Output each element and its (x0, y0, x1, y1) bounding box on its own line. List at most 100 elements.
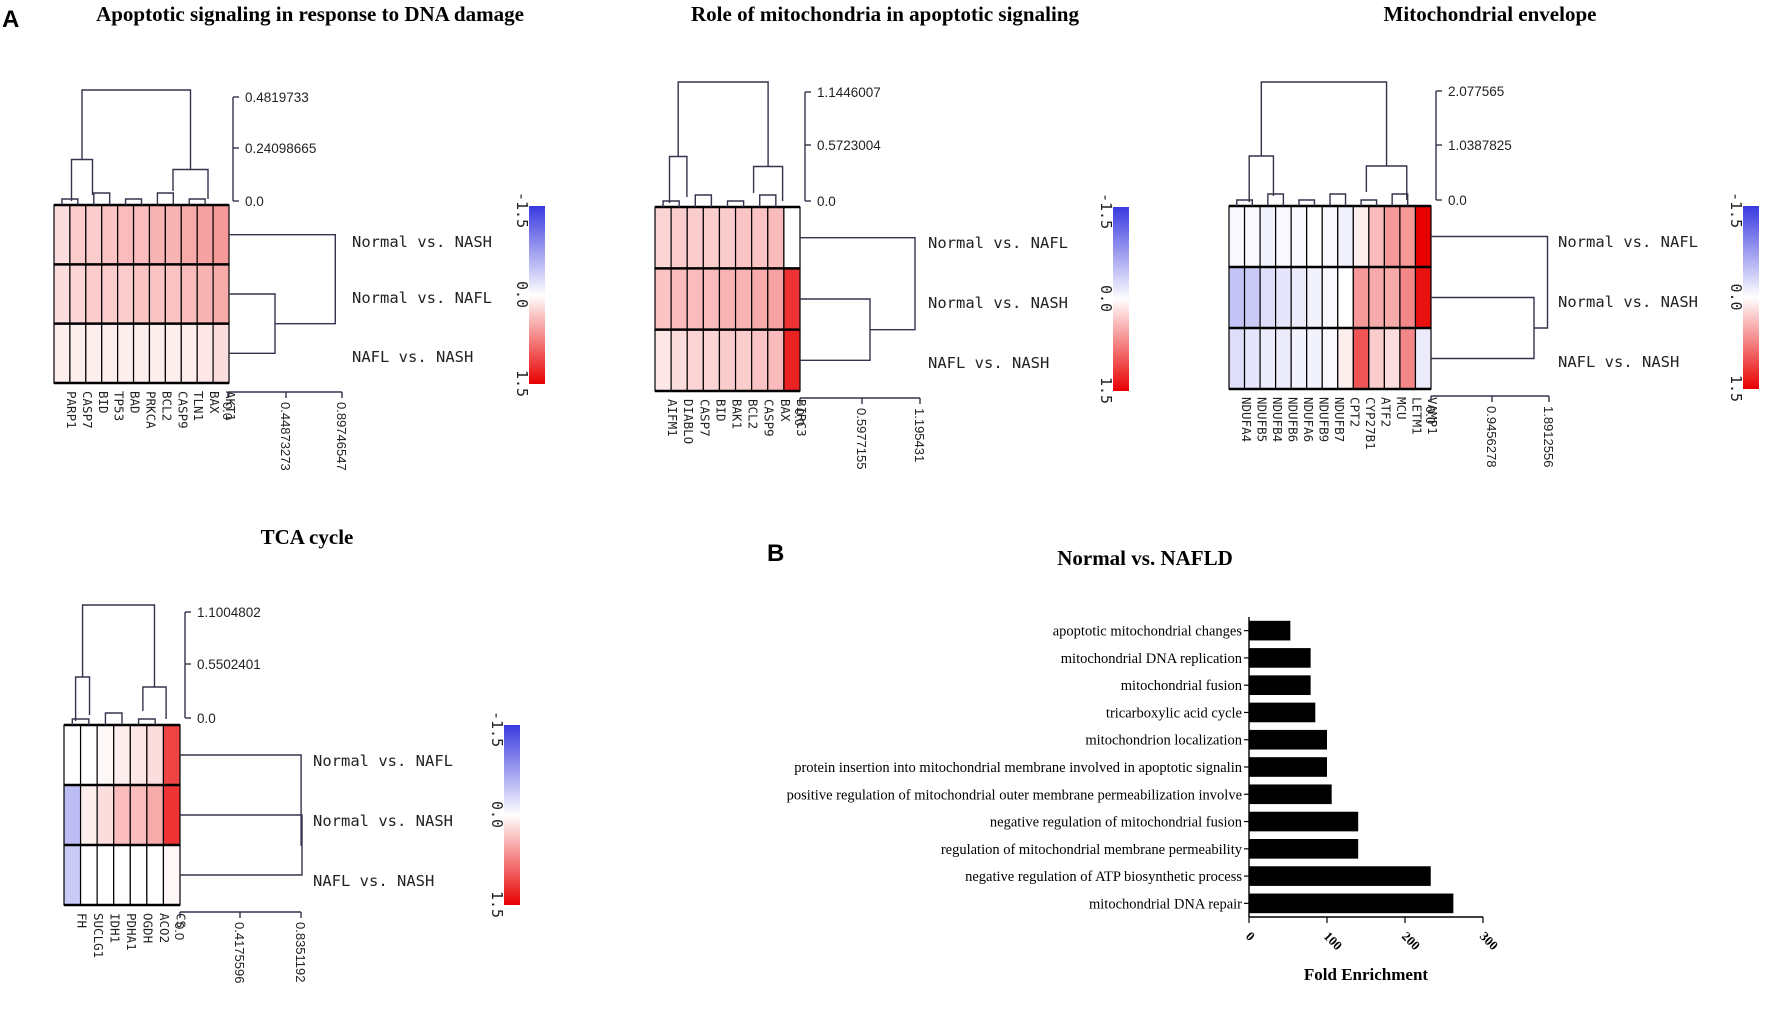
heatmap-cell (96, 724, 115, 786)
dendrogram-branch (156, 192, 175, 205)
row-tree-tick-label: 0.9456278 (1484, 406, 1499, 467)
color-scale-label: 1.5 (513, 370, 531, 397)
gene-label: IDH1 (107, 913, 122, 943)
gene-label: NDUFA6 (1301, 397, 1316, 442)
heatmap-cell (1275, 205, 1292, 268)
col-tree-tick-label: 0.0 (245, 194, 264, 209)
heatmap-cell (702, 329, 721, 392)
heatmap-cell (79, 784, 98, 846)
heatmap-cell (1337, 327, 1354, 390)
heatmap-cell (1228, 266, 1246, 329)
category-label: apoptotic mitochondrial changes (1053, 624, 1243, 640)
col-tree-tick-label: 0.5723004 (817, 138, 881, 153)
gene-label: BAD (128, 391, 143, 414)
heatmap-cell (686, 206, 704, 269)
dendrogram-branch (124, 198, 143, 205)
heatmap-cell (1321, 205, 1339, 268)
heatmap-cell (702, 267, 721, 331)
heatmap-cell (718, 206, 737, 269)
heatmap-cell (146, 844, 165, 906)
category-label: mitochondrial DNA replication (1061, 651, 1243, 667)
heatmap-cell (670, 329, 688, 392)
col-tree-tick-label: 0.0 (817, 194, 836, 209)
dendrogram-branch (1236, 199, 1254, 206)
dendrogram-branch (1365, 165, 1408, 200)
dendrogram-branch (1431, 235, 1549, 329)
heatmap-cell (1306, 205, 1323, 268)
heatmap-cell (1383, 205, 1401, 268)
heatmap-cell (162, 784, 181, 846)
column-tree-axis (232, 96, 239, 202)
heatmap-cell (1306, 266, 1323, 329)
heatmap-cell (164, 263, 182, 325)
x-tick-label: 0 (1243, 929, 1258, 944)
heatmap-cell (85, 263, 103, 325)
heatmap-title: Mitochondrial envelope (1384, 2, 1597, 26)
dendrogram-branch (759, 194, 777, 207)
row-label: Normal vs. NASH (1558, 293, 1698, 311)
gene-label: BAK1 (730, 399, 745, 429)
color-scale-label: 1.5 (1097, 377, 1115, 404)
heatmap-cell (1337, 266, 1354, 329)
dendrogram-branch (93, 192, 111, 205)
gene-label: CASP9 (762, 399, 777, 437)
dendrogram-branch (1267, 193, 1285, 206)
gene-label: NDUFB6 (1285, 397, 1300, 442)
x-tick-label: 200 (1399, 929, 1423, 953)
heatmap-cell (670, 206, 688, 269)
gene-label: MCU (1394, 397, 1409, 420)
heatmap-cell (1243, 205, 1261, 268)
dendrogram-branch (61, 198, 79, 205)
heatmap-cell (1243, 266, 1261, 329)
heatmap-cell (1368, 205, 1385, 268)
heatmap-cell (53, 323, 71, 384)
heatmap-cell (670, 267, 688, 331)
gene-label: BAX (778, 399, 793, 422)
heatmap-cell (212, 204, 230, 265)
heatmap-cell (767, 329, 785, 392)
panel-label-b: B (767, 540, 784, 567)
dendrogram-branch (74, 676, 91, 721)
bar (1249, 702, 1316, 723)
heatmap-cell (180, 204, 198, 265)
row-tree-tick-label: 1.8912556 (1541, 406, 1556, 467)
gene-label: CS (174, 913, 189, 928)
row-tree-tick-label: 0.89746547 (334, 402, 349, 471)
color-scale-bar (1743, 206, 1759, 389)
heatmap-title: TCA cycle (261, 525, 354, 549)
gene-label: PDHA1 (124, 913, 139, 951)
heatmap-cell (1352, 327, 1370, 390)
heatmap-cell (783, 206, 801, 269)
heatmap-cell (146, 784, 165, 846)
row-label: Normal vs. NASH (928, 294, 1068, 312)
heatmap-cell (1368, 266, 1385, 329)
x-axis-label: Fold Enrichment (1304, 965, 1429, 984)
heatmap-cell (129, 844, 148, 906)
dendrogram-branch (1360, 199, 1378, 206)
heatmap-cell (734, 206, 753, 269)
gene-label: NDUFA4 (1239, 397, 1254, 442)
heatmap-cell (783, 267, 801, 331)
heatmap-cell (654, 267, 672, 331)
heatmap-cell (1275, 327, 1292, 390)
gene-label: CASP7 (697, 399, 712, 437)
dendrogram-branch (726, 200, 745, 207)
gene-label: ACO2 (157, 913, 172, 943)
gene-label: VAMP1 (1425, 397, 1440, 435)
dendrogram-branch (137, 718, 156, 725)
gene-label: PRKCA (144, 391, 159, 429)
heatmap-cell (212, 323, 230, 384)
gene-label: NDUFB7 (1332, 397, 1347, 442)
column-dendrogram (662, 81, 784, 207)
heatmap-cell (113, 784, 131, 846)
dendrogram-branch (188, 198, 206, 205)
col-tree-tick-label: 0.0 (1448, 193, 1467, 208)
heatmap-cell (783, 329, 801, 392)
heatmap-cell (96, 784, 115, 846)
heatmap-cell (85, 323, 103, 384)
category-label: negative regulation of mitochondrial fus… (990, 815, 1243, 831)
heatmap-cell (1321, 327, 1339, 390)
dendrogram-branch (677, 81, 769, 167)
dendrogram-branch (180, 754, 302, 846)
heatmap-cell (1228, 327, 1246, 390)
